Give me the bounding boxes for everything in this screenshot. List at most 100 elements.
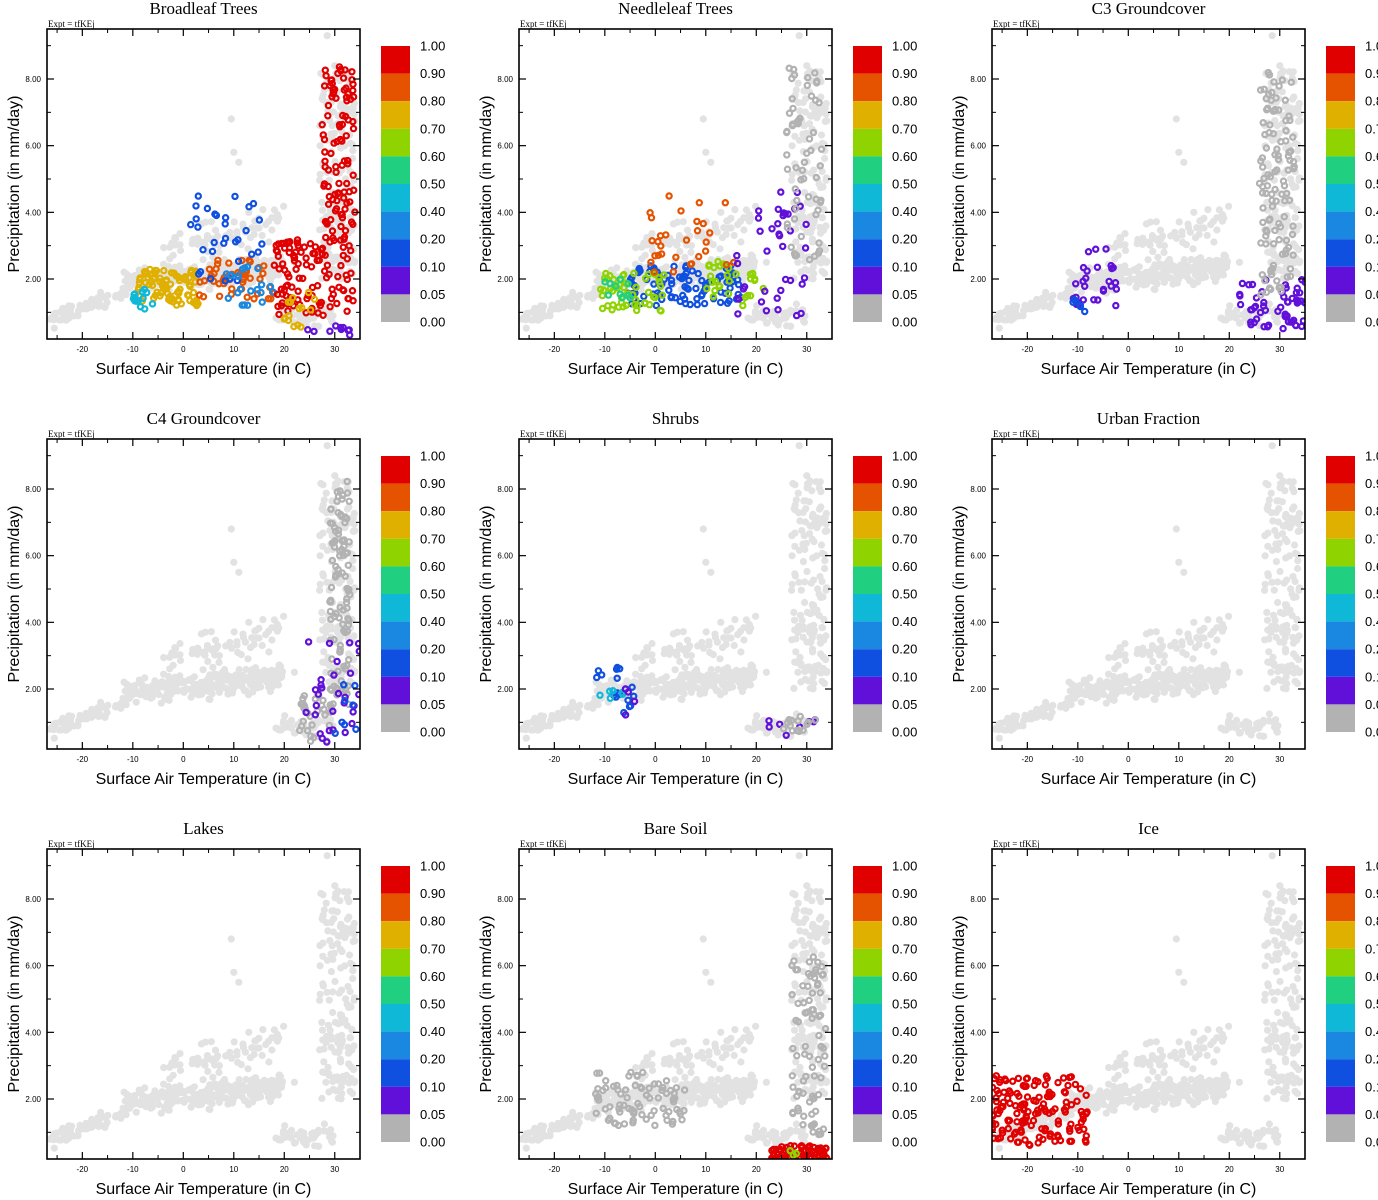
colorbar-label: 0.70: [420, 121, 445, 136]
data-point: [811, 96, 820, 104]
background-point: [209, 645, 217, 653]
background-point: [632, 244, 640, 252]
background-point: [1220, 251, 1228, 259]
data-point: [621, 711, 630, 719]
background-point: [1144, 256, 1152, 264]
background-point: [1220, 214, 1228, 222]
data-point: [762, 307, 771, 315]
background-point: [329, 257, 337, 266]
background-point: [1174, 276, 1182, 284]
background-point: [138, 690, 146, 699]
background-point: [1117, 235, 1125, 243]
background-point: [801, 518, 810, 526]
data-point: [693, 217, 701, 226]
data-point: [1298, 276, 1305, 284]
background-point: [747, 661, 755, 669]
data-point: [802, 220, 810, 229]
background-point: [343, 505, 352, 513]
data-point: [333, 137, 341, 146]
background-point: [211, 636, 220, 644]
background-point: [160, 244, 168, 252]
data-point: [336, 323, 345, 332]
background-point: [239, 633, 248, 642]
data-point: [788, 727, 797, 735]
background-point: [818, 167, 826, 176]
data-point: [339, 243, 347, 251]
data-point: [811, 716, 819, 724]
data-point: [815, 239, 823, 247]
data-point: [1268, 88, 1276, 97]
colorbar-swatch: [853, 704, 882, 732]
background-point: [678, 695, 686, 704]
data-point: [1248, 306, 1256, 314]
background-point: [265, 273, 273, 281]
data-point: [1292, 289, 1301, 297]
colorbar-label: 0.60: [420, 559, 445, 574]
background-point: [808, 103, 817, 111]
background-point: [725, 684, 734, 692]
background-point: [820, 514, 828, 522]
data-point: [325, 270, 333, 279]
data-point: [1071, 280, 1080, 288]
x-tick-label: 0: [653, 755, 658, 764]
background-point: [805, 530, 814, 538]
background-point: [246, 672, 254, 680]
background-point: [799, 213, 807, 221]
data-point: [224, 294, 232, 302]
data-point: [785, 109, 794, 117]
data-point: [788, 95, 796, 103]
background-point: [1111, 682, 1119, 690]
data-point: [295, 274, 303, 282]
data-point: [296, 726, 304, 735]
background-point: [687, 688, 696, 696]
background-point: [707, 666, 715, 674]
data-point: [1269, 240, 1278, 248]
background-point: [172, 235, 180, 243]
background-point: [1160, 278, 1168, 286]
background-point: [795, 32, 803, 40]
data-point: [311, 243, 320, 251]
data-point: [1276, 223, 1285, 231]
y-tick-label: 2.00: [25, 275, 41, 284]
data-point: [172, 272, 180, 280]
data-point: [757, 298, 766, 306]
background-point: [1100, 690, 1108, 699]
background-point: [630, 678, 638, 686]
data-point: [141, 270, 149, 278]
background-point: [350, 632, 358, 640]
background-point: [672, 238, 680, 246]
background-point: [1033, 302, 1041, 310]
data-point: [734, 310, 742, 318]
background-point: [1295, 176, 1303, 184]
colorbar-label: 0.70: [1365, 121, 1378, 136]
colorbar-label: 0.05: [420, 287, 445, 302]
data-point: [330, 682, 338, 691]
colorbar-label: 0.40: [892, 614, 917, 629]
data-point: [657, 242, 665, 250]
background-point: [792, 238, 800, 246]
background-point: [233, 638, 241, 646]
data-point: [281, 266, 289, 274]
background-point: [1161, 671, 1169, 679]
data-point: [1238, 279, 1247, 288]
x-tick-label: -10: [599, 755, 611, 764]
data-point: [648, 236, 656, 245]
background-point: [96, 711, 104, 719]
y-tick-label: 8.00: [25, 75, 41, 84]
data-point: [1112, 285, 1121, 293]
data-point: [162, 276, 171, 284]
background-point: [809, 554, 817, 562]
background-point: [349, 147, 357, 155]
background-point: [334, 228, 342, 236]
data-point: [790, 215, 799, 223]
data-point: [790, 65, 798, 74]
data-point: [693, 300, 702, 309]
background-point: [1215, 671, 1223, 680]
data-point: [221, 277, 229, 285]
data-point: [765, 723, 773, 731]
data-point: [243, 293, 251, 301]
colorbar-swatch: [853, 566, 882, 594]
background-point: [808, 513, 817, 521]
data-point: [1275, 106, 1283, 114]
data-point: [331, 190, 339, 198]
